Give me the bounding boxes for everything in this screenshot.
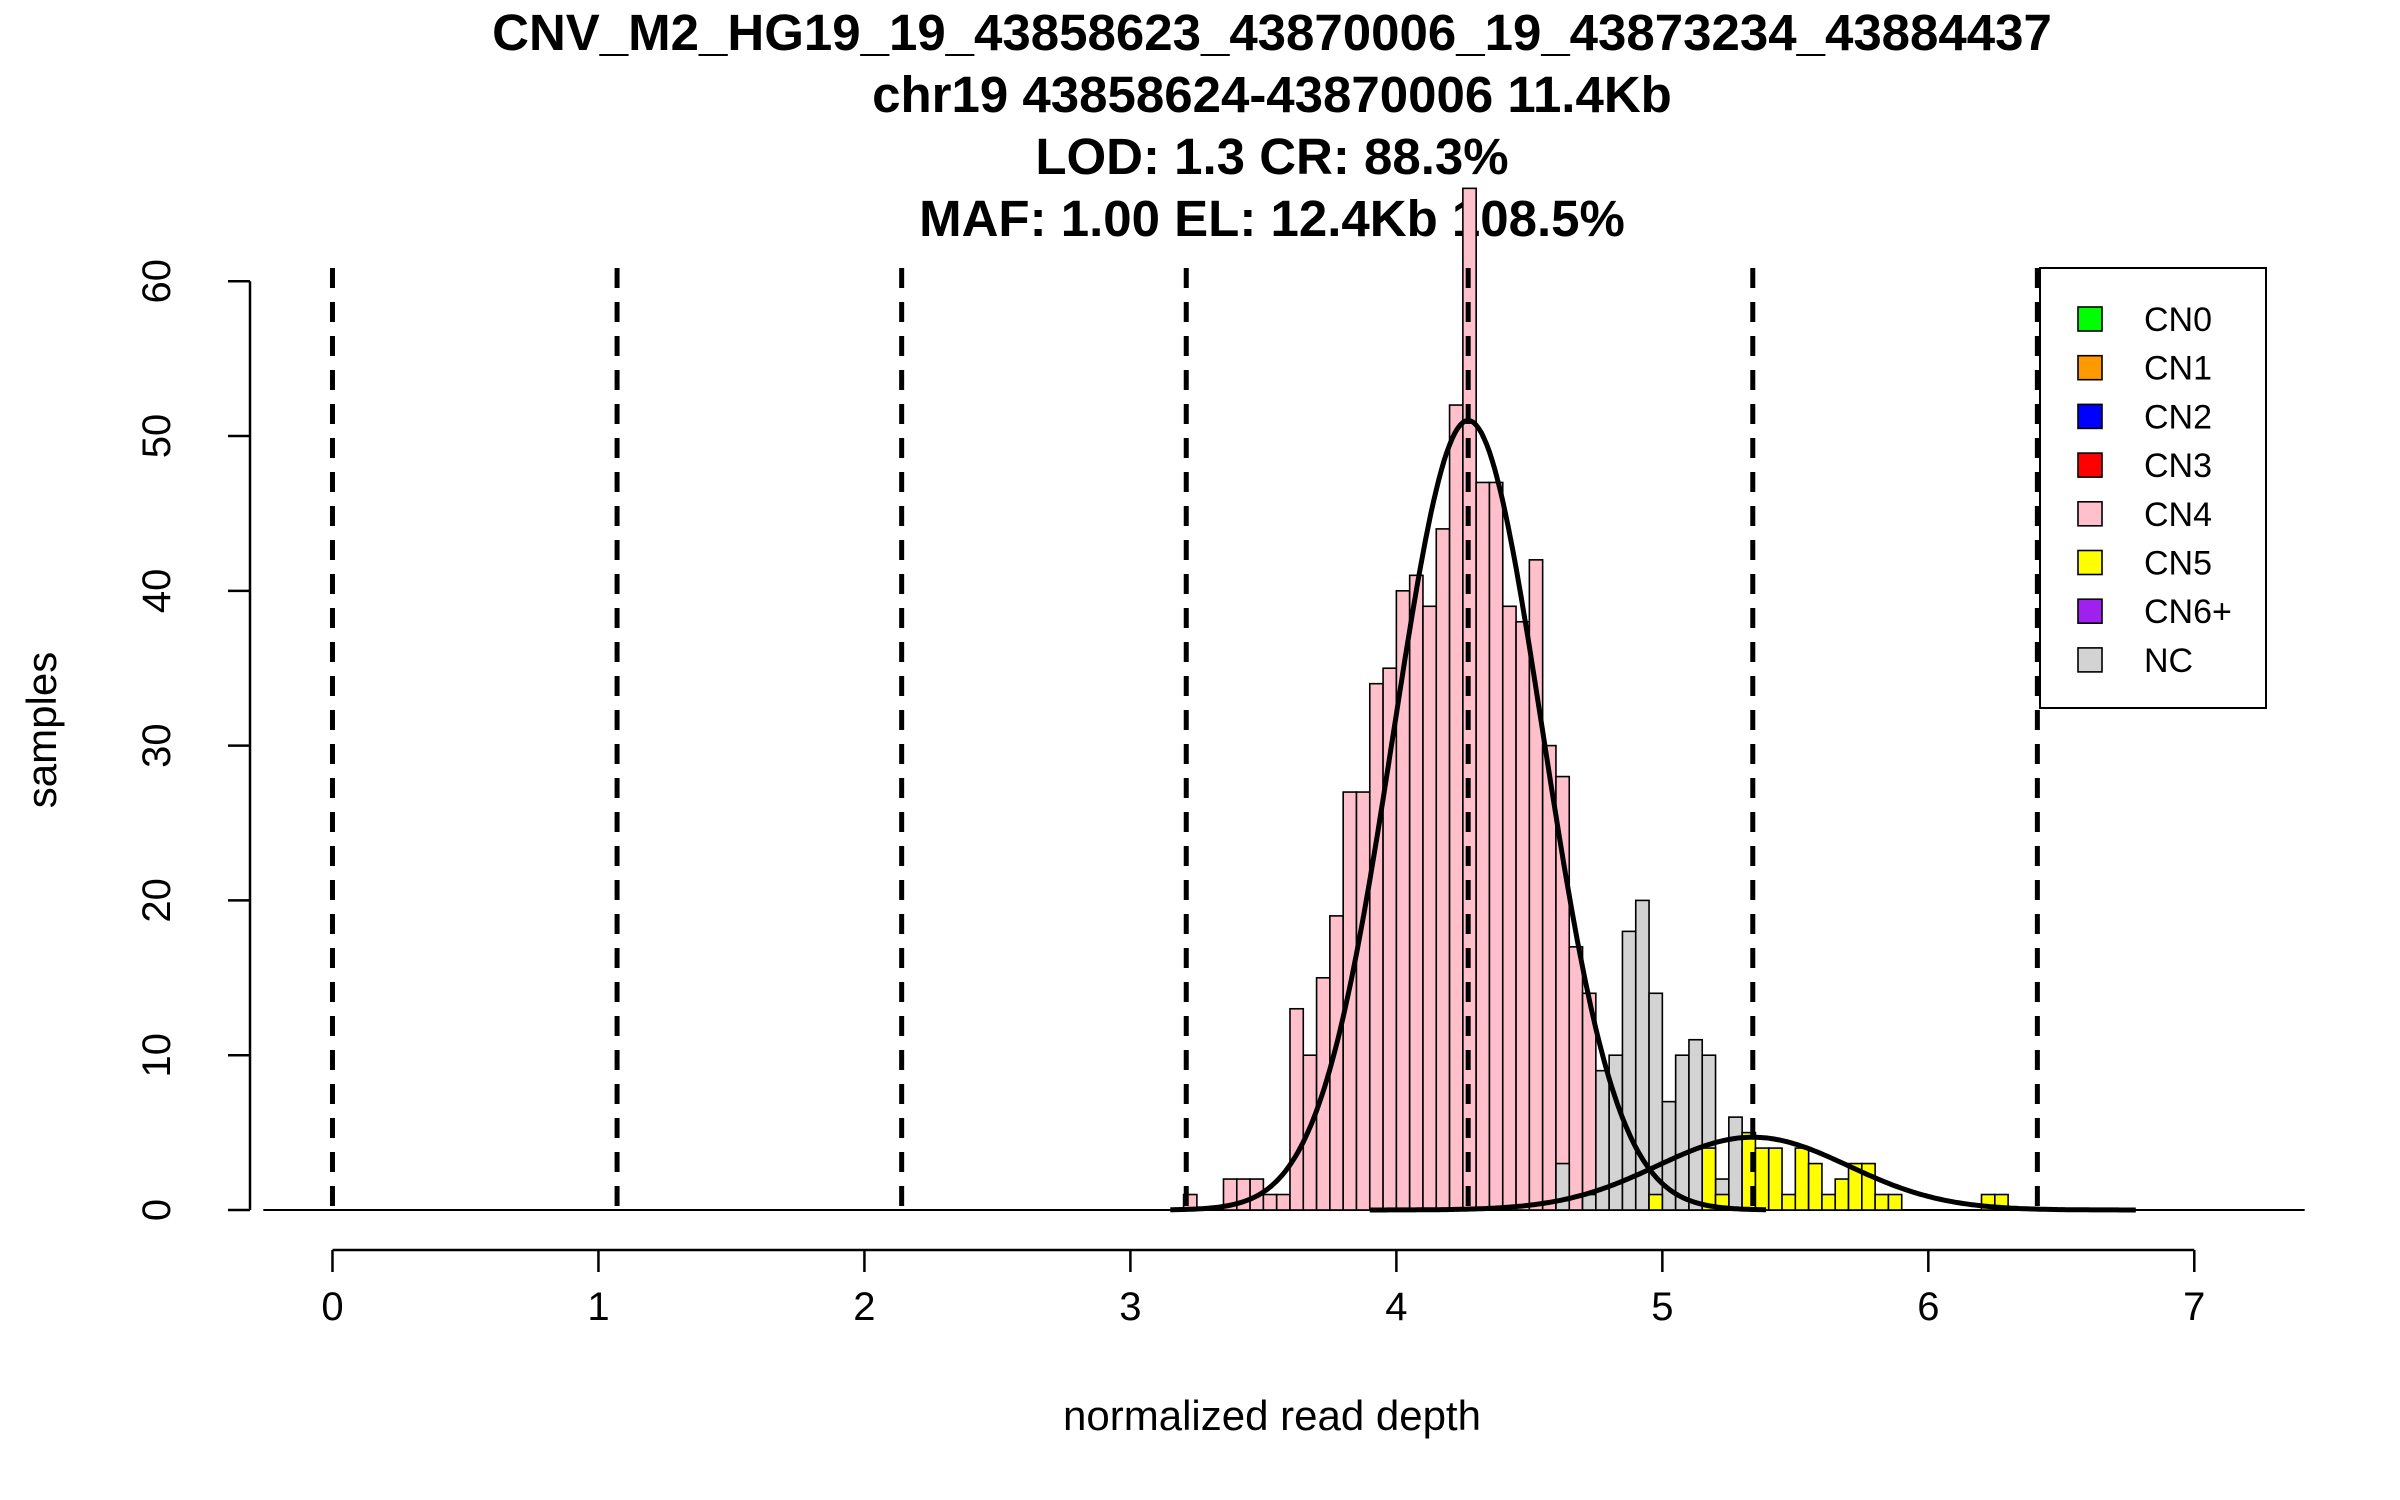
- x-tick-label: 6: [1917, 1285, 1939, 1329]
- bar-cn5: [1834, 1178, 1850, 1211]
- bar-cn4: [1435, 528, 1451, 1211]
- copy-number-dashed-lines: [329, 268, 2040, 1210]
- bar-cn4: [1568, 946, 1584, 1211]
- bar-cn5: [1648, 1193, 1664, 1211]
- y-tick-label: 10: [135, 1033, 179, 1078]
- legend-label-cn5: CN5: [2144, 545, 2212, 583]
- bar-cn5: [1701, 1147, 1717, 1211]
- legend-swatch-cn4: [2077, 500, 2103, 527]
- legend-swatch-cn6plus: [2077, 598, 2103, 625]
- bar-cn4: [1368, 682, 1384, 1211]
- legend-swatch-cn2: [2077, 403, 2103, 430]
- bar-cn5: [1887, 1193, 1903, 1211]
- legend-label-cn6plus: CN6+: [2144, 593, 2232, 631]
- x-tick-label: 0: [321, 1285, 343, 1329]
- bar-cn4: [1355, 791, 1371, 1211]
- y-tick-label: 50: [135, 414, 179, 459]
- title-line-3: LOD: 1.3 CR: 88.3%: [1035, 128, 1508, 185]
- x-tick-label: 5: [1651, 1285, 1673, 1329]
- legend-label-cn4: CN4: [2144, 496, 2212, 534]
- bar-cn4: [1501, 605, 1517, 1211]
- bar-cn4: [1262, 1193, 1278, 1211]
- bar-cn4: [1408, 574, 1424, 1211]
- y-tick-label: 30: [135, 723, 179, 768]
- bar-cn5: [1821, 1193, 1837, 1211]
- title-line-2: chr19 43858624-43870006 11.4Kb: [872, 66, 1672, 123]
- histogram-bars: [1182, 187, 2009, 1211]
- chart-title: CNV_M2_HG19_19_43858623_43870006_19_4387…: [492, 4, 2052, 247]
- bar-nc: [1674, 1054, 1690, 1211]
- bar-cn5: [1874, 1193, 1890, 1211]
- title-line-4: MAF: 1.00 EL: 12.4Kb 108.5%: [919, 190, 1625, 247]
- bar-cn4: [1488, 481, 1504, 1211]
- x-tick-label: 3: [1119, 1285, 1141, 1329]
- legend-swatch-nc: [2077, 647, 2103, 673]
- x-axis: 0 1 2 3 4 5 6 7: [321, 1248, 2205, 1329]
- bar-nc: [1688, 1038, 1704, 1211]
- title-line-1: CNV_M2_HG19_19_43858623_43870006_19_4387…: [492, 4, 2052, 61]
- bar-cn4: [1289, 1007, 1305, 1211]
- bar-cn4: [1275, 1193, 1291, 1211]
- bar-cn5: [1781, 1193, 1797, 1211]
- x-tick-label: 7: [2183, 1285, 2205, 1329]
- x-tick-label: 1: [587, 1285, 609, 1329]
- legend-label-cn3: CN3: [2144, 447, 2212, 485]
- y-axis-label: samples: [18, 652, 65, 808]
- bar-cn5: [1754, 1147, 1770, 1211]
- bar-nc: [1621, 930, 1637, 1211]
- legend-box: [2039, 267, 2267, 709]
- legend-label-cn1: CN1: [2144, 350, 2212, 388]
- y-tick-label: 20: [135, 878, 179, 923]
- bar-cn5: [1807, 1162, 1823, 1211]
- bar-cn5: [1794, 1147, 1810, 1211]
- x-axis-label: normalized read depth: [1063, 1392, 1481, 1439]
- y-tick-label: 60: [135, 259, 179, 304]
- legend: CN0 CN1 CN2 CN3 CN4 CN5 CN6+ NC: [2039, 267, 2267, 709]
- bar-nc: [1728, 1116, 1743, 1211]
- x-tick-label: 2: [853, 1285, 875, 1329]
- legend-swatch-cn1: [2077, 354, 2103, 381]
- bar-cn4: [1448, 404, 1464, 1211]
- legend-label-cn2: CN2: [2144, 398, 2212, 436]
- x-tick-label: 4: [1385, 1285, 1407, 1329]
- bar-cn4: [1422, 605, 1438, 1211]
- y-tick-label: 40: [135, 569, 179, 614]
- legend-swatch-cn0: [2077, 306, 2103, 332]
- bar-cn4: [1515, 620, 1531, 1211]
- legend-swatch-cn5: [2077, 549, 2103, 576]
- bar-cn5: [1767, 1147, 1783, 1211]
- y-axis: 0 10 20 30 40 50 60: [135, 259, 252, 1221]
- legend-label-nc: NC: [2144, 642, 2193, 680]
- legend-swatch-cn3: [2077, 452, 2103, 478]
- bar-cn4: [1475, 481, 1491, 1211]
- y-tick-label: 0: [135, 1199, 179, 1221]
- legend-label-cn0: CN0: [2144, 301, 2212, 339]
